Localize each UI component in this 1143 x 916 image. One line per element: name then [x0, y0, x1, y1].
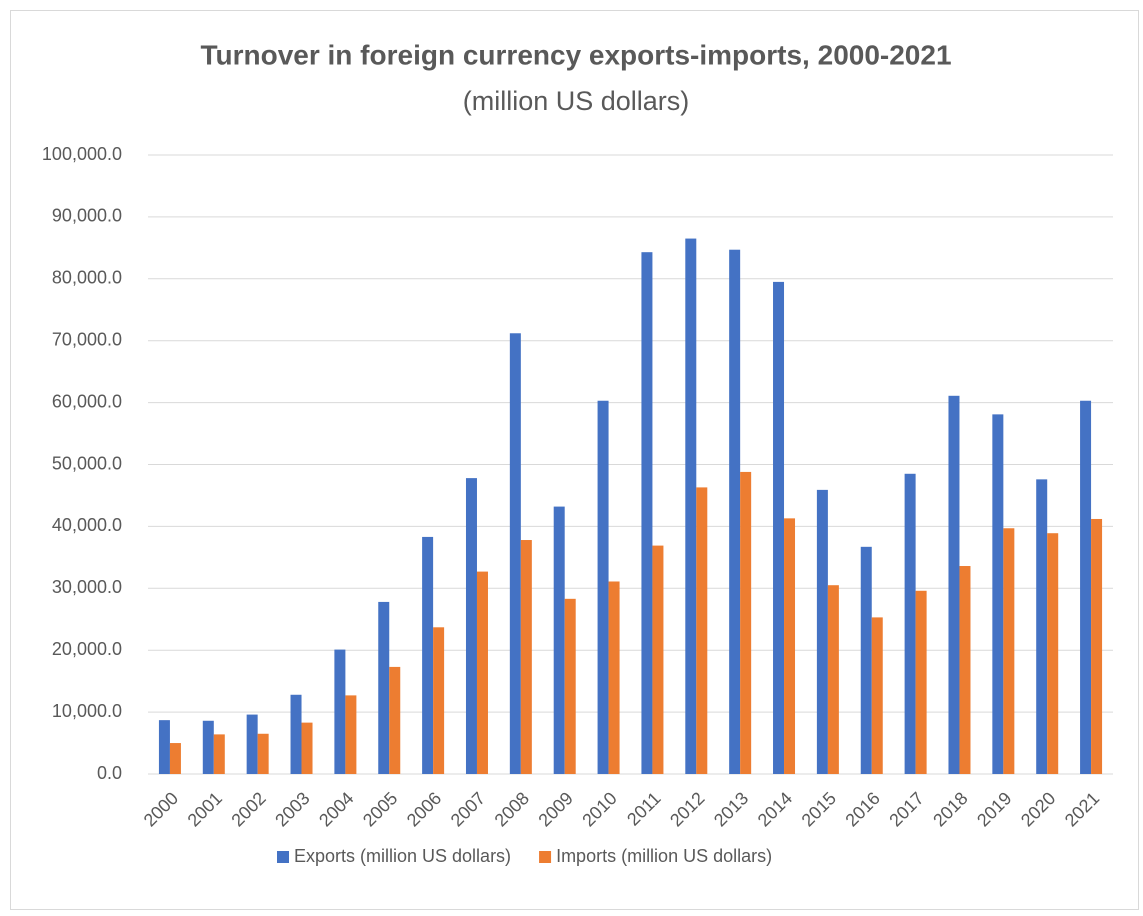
bar: [433, 627, 445, 774]
bar: [740, 471, 752, 774]
bar: [378, 601, 390, 774]
bar: [860, 546, 872, 774]
bar: [816, 489, 828, 774]
chart-subtitle: (million US dollars): [463, 86, 690, 116]
y-tick-label: 30,000.0: [52, 577, 122, 597]
bar: [202, 720, 214, 774]
y-tick-label: 80,000.0: [52, 268, 122, 288]
bar: [1080, 400, 1092, 774]
bar: [422, 536, 434, 774]
y-tick-label: 40,000.0: [52, 515, 122, 535]
bar: [1091, 518, 1103, 774]
bar: [992, 414, 1004, 774]
bar: [948, 395, 960, 774]
bar: [1003, 528, 1015, 774]
bar: [597, 400, 609, 774]
bar: [959, 566, 971, 774]
bar: [290, 694, 302, 774]
bar: [904, 473, 916, 774]
bar: [915, 590, 927, 774]
y-tick-label: 60,000.0: [52, 391, 122, 411]
bar: [784, 518, 796, 774]
bar: [257, 733, 269, 774]
bar: [553, 506, 565, 774]
bar: [246, 714, 258, 774]
bar: [827, 585, 839, 774]
bar: [871, 617, 883, 774]
y-tick-label: 100,000.0: [42, 144, 122, 164]
bar: [1047, 533, 1059, 774]
bar: [520, 540, 532, 774]
bar: [509, 333, 521, 774]
y-tick-label: 0.0: [97, 763, 122, 783]
legend-label: Exports (million US dollars): [294, 846, 511, 866]
legend-swatch: [539, 851, 552, 863]
bar: [564, 598, 576, 774]
y-tick-label: 20,000.0: [52, 639, 122, 659]
bar: [169, 743, 181, 774]
bar: [641, 252, 653, 775]
chart-border: [10, 10, 1139, 910]
bar: [476, 571, 488, 774]
bar: [158, 720, 170, 774]
bar: [1036, 479, 1048, 774]
bar: [685, 238, 697, 774]
bar: [389, 666, 401, 774]
bar: [345, 695, 357, 774]
bar: [773, 281, 785, 774]
bar: [652, 545, 664, 774]
chart-title: Turnover in foreign currency exports-imp…: [200, 39, 951, 70]
y-tick-label: 70,000.0: [52, 329, 122, 349]
legend-label: Imports (million US dollars): [556, 846, 772, 866]
y-tick-label: 10,000.0: [52, 701, 122, 721]
bar: [465, 478, 477, 774]
y-tick-label: 90,000.0: [52, 206, 122, 226]
bar: [301, 722, 313, 774]
bar: [608, 581, 620, 774]
bar: [334, 649, 346, 774]
bar: [213, 734, 225, 774]
bar: [729, 249, 741, 774]
bar: [696, 487, 708, 774]
y-tick-label: 50,000.0: [52, 453, 122, 473]
legend-swatch: [277, 851, 289, 863]
